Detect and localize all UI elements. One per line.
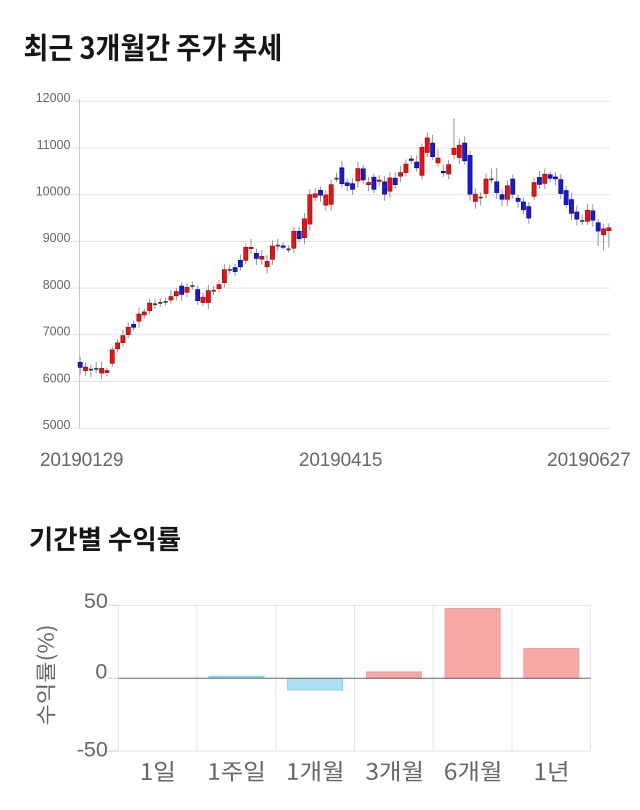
svg-text:8000: 8000 [43,278,71,292]
svg-text:20190415: 20190415 [299,450,382,471]
svg-text:9000: 9000 [43,231,71,245]
svg-text:0: 0 [95,660,107,684]
svg-text:20190129: 20190129 [40,450,123,471]
svg-text:20190627: 20190627 [547,450,630,471]
svg-text:11000: 11000 [37,138,71,152]
svg-text:50: 50 [84,589,108,613]
svg-text:12000: 12000 [36,91,71,105]
svg-text:-50: -50 [77,738,108,762]
svg-text:6000: 6000 [43,371,71,385]
svg-text:5000: 5000 [43,418,71,432]
svg-text:7000: 7000 [43,325,71,339]
svg-text:10000: 10000 [36,185,71,199]
